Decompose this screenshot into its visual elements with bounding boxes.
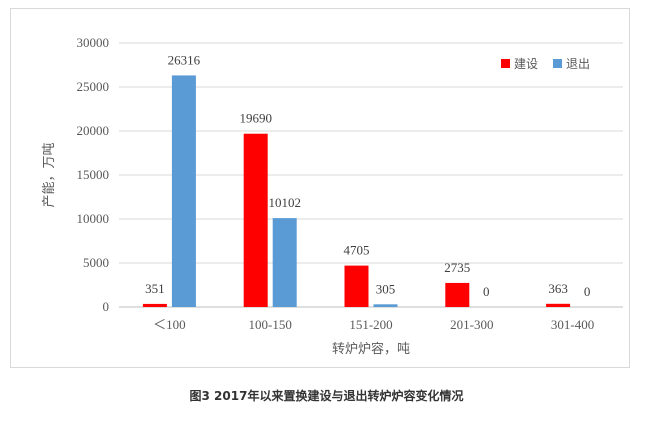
data-label: 0 [584,284,591,299]
bar-build [243,133,268,307]
y-tick-label: 0 [103,299,110,314]
legend-swatch [553,59,562,68]
legend-label: 建设 [514,57,538,71]
y-tick-label: 25000 [77,79,110,94]
x-tick-label: 151-200 [349,317,392,332]
bar-build [344,265,369,307]
data-label: 363 [548,281,568,296]
y-tick-label: 10000 [77,211,110,226]
chart: 0 5000 10000 15000 20000 25000 30000 351 26316 ＜1… [42,35,623,357]
data-label: 2735 [444,260,470,275]
y-tick-label: 30000 [77,35,110,50]
figure-caption: 图3 2017年以来置换建设与退出转炉炉容变化情况 [189,389,464,403]
y-tick-label: 5000 [83,255,109,270]
data-label: 4705 [344,243,370,258]
x-axis-title: 转炉炉容，吨 [332,341,410,357]
y-tick-label: 15000 [77,167,110,182]
legend-label: 退出 [566,57,590,71]
x-tick-label: 201-300 [450,317,493,332]
data-label: 19690 [239,111,272,126]
x-tick-label: 100-150 [249,317,292,332]
y-axis-title: 产能，万吨 [42,142,57,207]
bar-build [142,303,167,307]
y-tick-label: 20000 [77,123,110,138]
bar-exit [373,304,398,307]
data-label: 305 [376,281,396,296]
data-label: 10102 [268,195,301,210]
bar-exit [272,218,297,307]
data-label: 26316 [168,52,201,67]
data-label: 351 [145,281,165,296]
legend-swatch [501,59,510,68]
x-tick-label: ＜100 [153,317,186,332]
bar-exit [171,75,196,308]
data-label: 0 [483,284,490,299]
bar-build [546,303,571,307]
bar-build [445,282,470,307]
x-tick-label: 301-400 [551,317,594,332]
chart-frame: 0 5000 10000 15000 20000 25000 30000 351 26316 ＜1… [10,8,630,368]
